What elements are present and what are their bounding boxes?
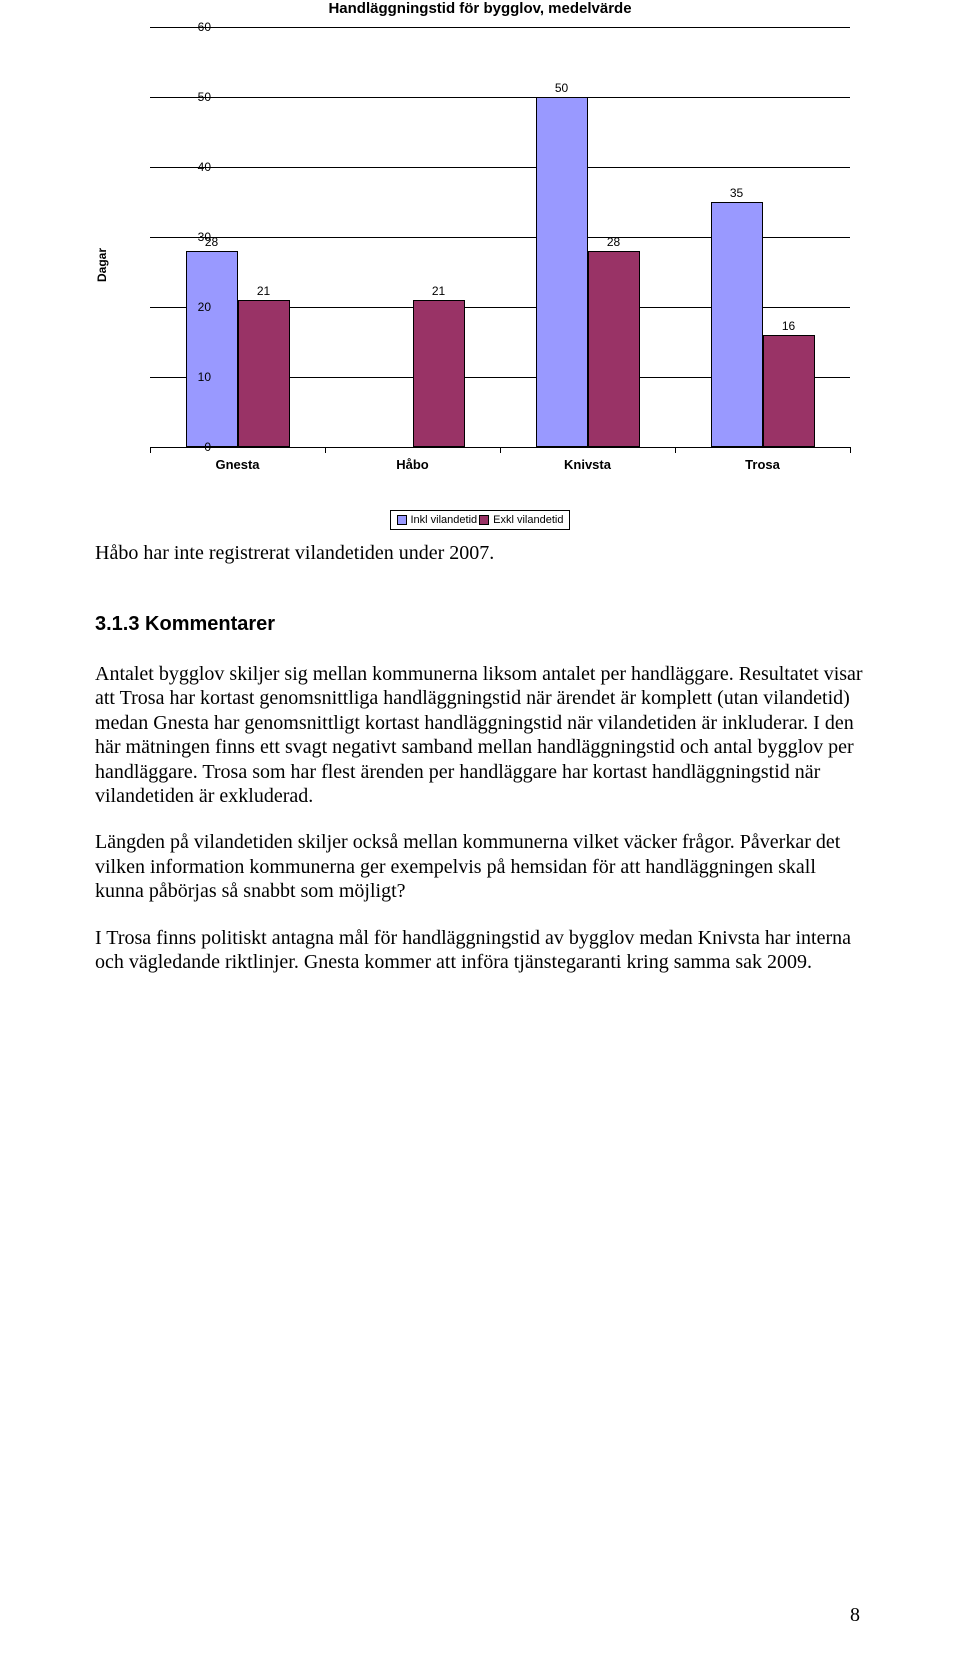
legend-item: Exkl vilandetid	[479, 514, 563, 526]
section-heading: 3.1.3 Kommentarer	[95, 613, 865, 636]
legend-label: Inkl vilandetid	[411, 514, 478, 526]
y-tick-label: 50	[181, 90, 211, 104]
bar	[536, 97, 588, 447]
bar	[588, 251, 640, 447]
bar-value-label: 28	[607, 235, 620, 249]
legend-label: Exkl vilandetid	[493, 514, 563, 526]
bar-value-label: 35	[730, 186, 743, 200]
page-number: 8	[850, 1604, 860, 1627]
category-label: Håbo	[396, 457, 429, 472]
chart-plot-area: Dagar 28212150283516 0102030405060 Gnest…	[95, 27, 865, 502]
chart-legend: Inkl vilandetid Exkl vilandetid	[390, 510, 571, 530]
y-axis-label: Dagar	[95, 247, 109, 281]
category-label: Knivsta	[564, 457, 611, 472]
y-tick-label: 40	[181, 160, 211, 174]
chart-container: Handläggningstid för bygglov, medelvärde…	[95, 0, 865, 530]
category-tick	[325, 447, 326, 453]
gridline	[150, 27, 850, 28]
bar-value-label: 16	[782, 319, 795, 333]
body-text-block: Antalet bygglov skiljer sig mellan kommu…	[95, 662, 865, 974]
y-tick-label: 60	[181, 20, 211, 34]
category-tick	[150, 447, 151, 453]
paragraph-3: I Trosa finns politiskt antagna mål för …	[95, 926, 865, 975]
chart-title: Handläggningstid för bygglov, medelvärde	[95, 0, 865, 17]
category-tick	[500, 447, 501, 453]
bar-value-label: 21	[432, 284, 445, 298]
bar	[413, 300, 465, 447]
y-tick-label: 10	[181, 370, 211, 384]
category-label: Gnesta	[215, 457, 259, 472]
bar-value-label: 21	[257, 284, 270, 298]
y-tick-label: 30	[181, 230, 211, 244]
y-tick-label: 0	[181, 440, 211, 454]
bar	[186, 251, 238, 447]
bar	[711, 202, 763, 447]
paragraph-1: Antalet bygglov skiljer sig mellan kommu…	[95, 662, 865, 808]
legend-swatch	[397, 515, 407, 525]
bar	[238, 300, 290, 447]
chart-plot: 28212150283516	[150, 27, 850, 447]
legend-swatch	[479, 515, 489, 525]
legend-item: Inkl vilandetid	[397, 514, 478, 526]
gridline	[150, 97, 850, 98]
bar	[763, 335, 815, 447]
y-tick-label: 20	[181, 300, 211, 314]
chart-caption: Håbo har inte registrerat vilandetiden u…	[95, 542, 865, 565]
category-label: Trosa	[745, 457, 780, 472]
category-tick	[850, 447, 851, 453]
category-tick	[675, 447, 676, 453]
bar-value-label: 50	[555, 81, 568, 95]
paragraph-2: Längden på vilandetiden skiljer också me…	[95, 830, 865, 903]
gridline	[150, 167, 850, 168]
